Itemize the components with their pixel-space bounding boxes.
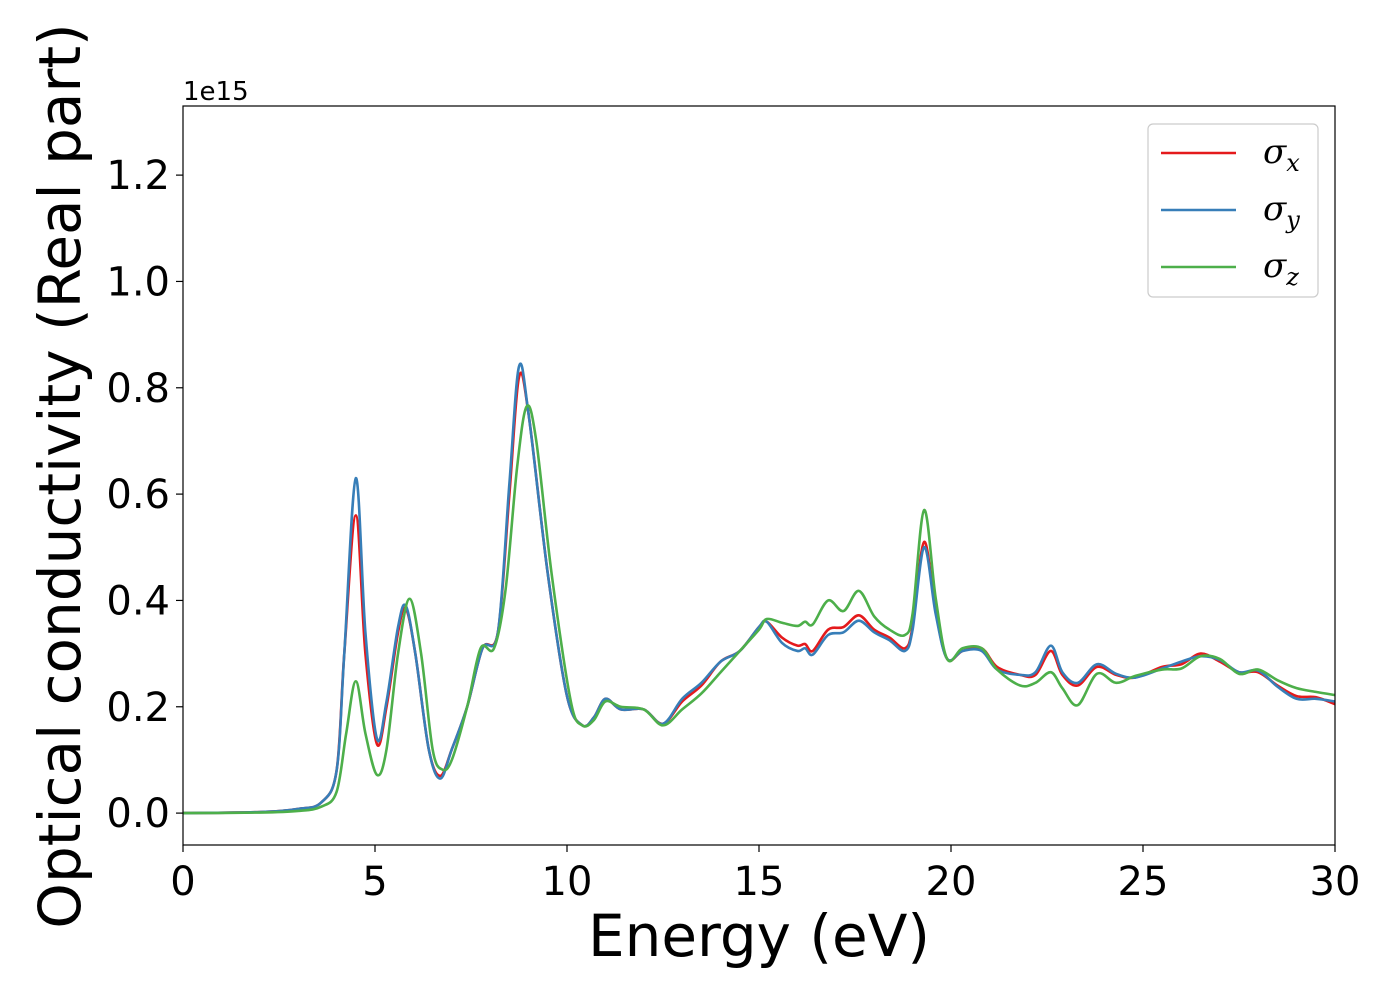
y-tick-label: 1.2 (106, 153, 170, 199)
x-tick-label: 5 (362, 859, 387, 905)
x-tick-label: 0 (170, 859, 195, 905)
x-tick-label: 30 (1310, 859, 1361, 905)
x-tick-label: 15 (734, 859, 785, 905)
y-offset-label: 1e15 (183, 77, 249, 107)
x-axis-title: Energy (eV) (588, 902, 930, 970)
y-tick-label: 0.2 (106, 685, 170, 731)
x-axis: 0 5 10 15 20 25 30 (170, 845, 1360, 905)
x-tick-label: 25 (1118, 859, 1169, 905)
x-tick-label: 20 (926, 859, 977, 905)
y-tick-label: 1.0 (106, 259, 170, 305)
legend-subscript: y (1285, 206, 1300, 234)
y-tick-label: 0.6 (106, 472, 170, 518)
legend-subscript: x (1286, 149, 1300, 177)
y-tick-label: 0.4 (106, 578, 170, 624)
series-line-z (183, 404, 1335, 815)
legend-subscript: z (1285, 263, 1299, 291)
series-layer (183, 362, 1335, 815)
x-tick-label: 10 (542, 859, 593, 905)
y-axis-title: Optical conductivity (Real part) (26, 23, 94, 928)
y-axis: 0.0 0.2 0.4 0.6 0.8 1.0 1.2 (106, 153, 183, 837)
y-tick-label: 0.0 (106, 791, 170, 837)
y-tick-label: 0.8 (106, 366, 170, 412)
